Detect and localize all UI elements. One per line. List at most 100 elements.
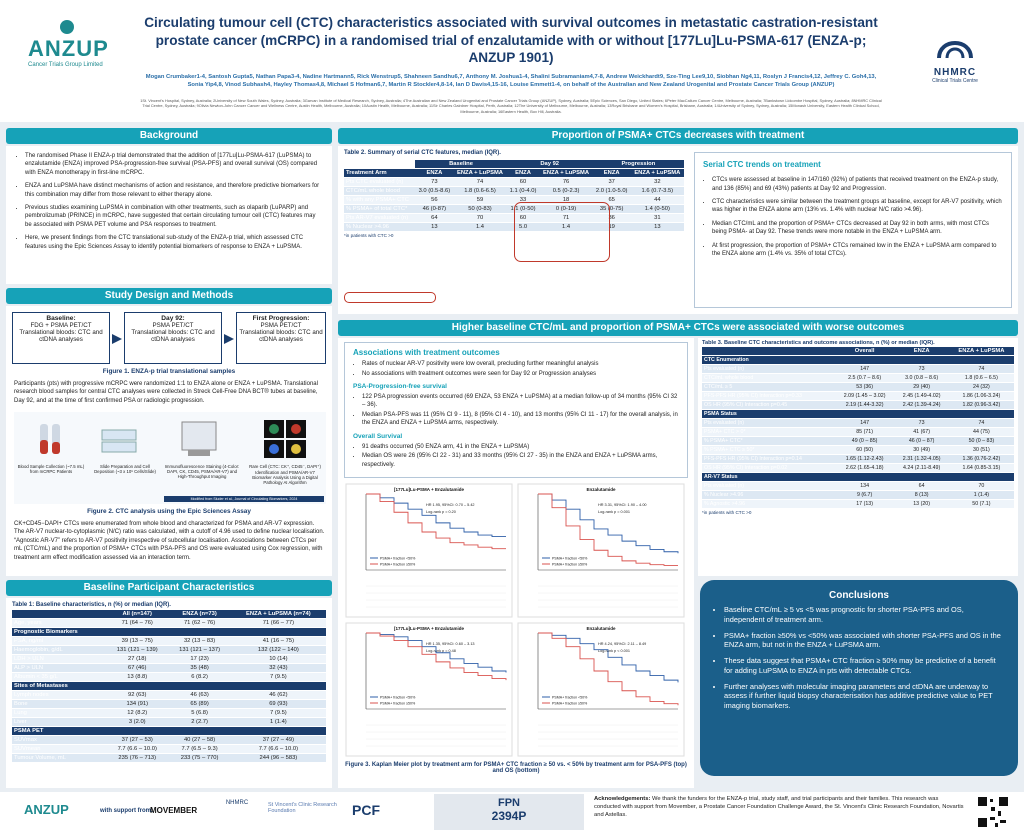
qr-code-icon [976, 795, 1010, 829]
table-cell: Liver [12, 717, 107, 727]
anzup-logo: ANZUP Cancer Trials Group Limited [28, 20, 118, 68]
table-cell: 2.42 (1.39-4.24) [894, 400, 949, 410]
design-panel: Baseline: FDG + PSMA PET/CT Translationa… [6, 306, 332, 576]
table-cell [230, 681, 326, 691]
km-curve [366, 632, 507, 681]
table-row: SUVmean 7.7 (6.6 – 10.0) 7.7 (6.5 – 9.3) 7.… [12, 744, 326, 754]
highlight-box [344, 292, 436, 303]
svcrf-logo: St Vincent's Clinic Research Foundation [268, 802, 337, 814]
microscope-icon [181, 421, 217, 456]
timepoint-imaging: PSMA PET/CT [260, 322, 302, 329]
timepoint-title: First Progression: [252, 315, 310, 322]
nhmrc-logo: NHMRC Clinical Trials Centre [915, 30, 995, 84]
cell-images-icon [264, 420, 306, 458]
table-cell: 1 (1.4) [948, 490, 1014, 500]
table-cell: 73 [894, 364, 949, 374]
conclusions-heading: Conclusions [828, 590, 889, 601]
table-cell: CTC Enumeration [702, 355, 835, 365]
table-cell: 24 (32) [948, 382, 1014, 392]
day92-timepoint-box: Day 92: PSMA PET/CT Translational bloods… [124, 312, 222, 364]
table-row: % PSMA+ CTC ≥ 50* 60 (50) 30 (49) 30 (51) [702, 445, 1014, 455]
km-plot-frame [517, 622, 685, 757]
table-cell: 40 (27 – 58) [168, 735, 231, 745]
anzup-logo-text: ANZUP [28, 36, 109, 61]
table-cell: 2.62 (1.65-4.18) [834, 463, 895, 473]
table-cell: 32 [630, 177, 684, 187]
table-cell [230, 627, 326, 637]
table-cell: 71 (64 – 76) [106, 618, 169, 628]
os-bullet: Median OS were 26 (95% CI 22 - 31) and 3… [362, 452, 679, 469]
table-row: Lung 12 (8.2) 5 (6.8) 7 (9.5) [12, 708, 326, 718]
km-curve [538, 493, 679, 554]
table-cell: Pts CTC evaluated (n) [344, 177, 416, 187]
table-cell: 6 (8.2) [168, 672, 231, 682]
conclusion-bullet: PSMA+ fraction ≥50% vs <50% was associat… [724, 631, 1004, 651]
table-cell: Pts AR-V7 evaluated (n) [344, 213, 416, 223]
table-cell: 74 [948, 418, 1014, 428]
table-cell: 27 (18) [106, 654, 169, 664]
table-cell: 60 [506, 177, 540, 187]
baseline-table: All (n=147) ENZA (n=73) ENZA + LuPSMA (n=7… [12, 610, 326, 763]
table-row: Albumin < 35 g/L 13 (8.8) 6 (8.2) 7 (9.5) [12, 672, 326, 682]
km-hr-text: HR 4.24, 95%CI: 2.11 – 8.49 [598, 642, 646, 646]
table-cell: 1.64 (0.85-3.15) [948, 463, 1014, 473]
serial-table-wrap: Baseline Day 92 Progression Treatment Arm E… [344, 160, 684, 238]
table-cell: 0 (0-19) [539, 204, 593, 214]
table-row: Pts evaluated (n) 147 73 74 [702, 364, 1014, 374]
table-cell: 147 [834, 364, 895, 374]
associations-box: Associations with treatment outcomes Rat… [344, 342, 688, 478]
table-cell: % Nuclear >4.96 [344, 222, 416, 232]
table-row: % PSMA+ CTC* 49 (0 – 85) 46 (0 – 87) 50 (0 … [702, 436, 1014, 446]
table-cell: 30 (51) [948, 445, 1014, 455]
nhmrc-footer-logo: NHMRC [222, 800, 252, 806]
trends-heading: Serial CTC trends on treatment [703, 160, 821, 169]
pfs-bullet: Median PSA-PFS was 11 (95% CI 9 - 11), 8… [362, 411, 679, 428]
table-cell: Pts evaluated (n) [702, 481, 835, 491]
table-cell: LDH > ULN [12, 654, 107, 664]
table-cell: ALP > ULN [12, 663, 107, 673]
table-row: PSA, ng/ml 39 (13 – 75) 32 (13 – 83) 41 (16… [12, 636, 326, 646]
table-cell: 233 (75 – 770) [168, 753, 231, 763]
epic-workflow-figure: Blood Sample Collection (~7.5 mL) from m… [14, 412, 326, 504]
conclusion-bullet: These data suggest that PSMA+ CTC fracti… [724, 656, 1004, 676]
km-legend-label: PSMA+ fraction ≥50% [552, 702, 588, 706]
table-cell: 37 (27 – 49) [230, 735, 326, 745]
table-cell: 2.5 (0.7 – 8.6) [834, 373, 895, 383]
table-row: % Agnostic >4.96 17 (13) 13 (20) 50 (7.1) [702, 499, 1014, 509]
table-cell: 131 (121 – 139) [106, 645, 169, 655]
table-cell [106, 726, 169, 736]
table-cell: 73 [894, 418, 949, 428]
table-cell: 32 (43) [230, 663, 326, 673]
table-cell [834, 472, 895, 482]
table-cell: 46 (62) [230, 690, 326, 700]
table-cell: PSA, ng/ml [12, 636, 107, 646]
table-row: PSMA PET [12, 726, 326, 736]
table-cell [894, 409, 949, 419]
table-cell: 12 (8.2) [106, 708, 169, 718]
table-cell: CTC/mL whole blood [702, 373, 835, 383]
table-cell: 2.09 (1.45 – 3.02) [834, 391, 895, 401]
column-header: ENZA [592, 168, 631, 178]
table-row: Pts AR-V7 evaluated (n) 64 70 60 71 36 31 [344, 213, 684, 223]
table-cell: 70 [453, 213, 507, 223]
pfs-heading: PSA-Progression-free survival [353, 382, 447, 390]
table-cell: % Agnostic >4.96 [702, 499, 835, 509]
table-cell [230, 726, 326, 736]
column-header: ENZA + LuPSMA [948, 347, 1014, 356]
figure3-caption: Figure 3. Kaplan Meier plot by treatment… [345, 762, 687, 774]
trend-bullet: CTC characteristics were similar between… [712, 198, 1003, 215]
nhmrc-logo-icon [937, 41, 973, 59]
table-cell: 30 (49) [894, 445, 949, 455]
km-figure: [177Lu]Lu-PSMA + Enzalutamide HR 1.95, 95… [344, 482, 688, 760]
table-cell: % Nuclear >4.96 [702, 490, 835, 500]
table-cell: Tumour Volume, mL [12, 753, 107, 763]
workflow-step: Immunofluorescence Staining (4-Color: DA… [164, 464, 240, 479]
table-row: SUVmax 37 (27 – 53) 40 (27 – 58) 37 (27 – 4… [12, 735, 326, 745]
column-header: All (n=147) [106, 610, 169, 619]
table-cell: OS HR (95% CI) Interaction p=0.45 [702, 400, 835, 410]
table-cell: PFS-PFS HR (95% CI) Interaction p=0.33 [702, 391, 835, 401]
table-cell [834, 355, 895, 365]
group-header: Progression [592, 160, 684, 169]
table-cell: 49 (0 – 85) [834, 436, 895, 446]
table-cell [948, 409, 1014, 419]
